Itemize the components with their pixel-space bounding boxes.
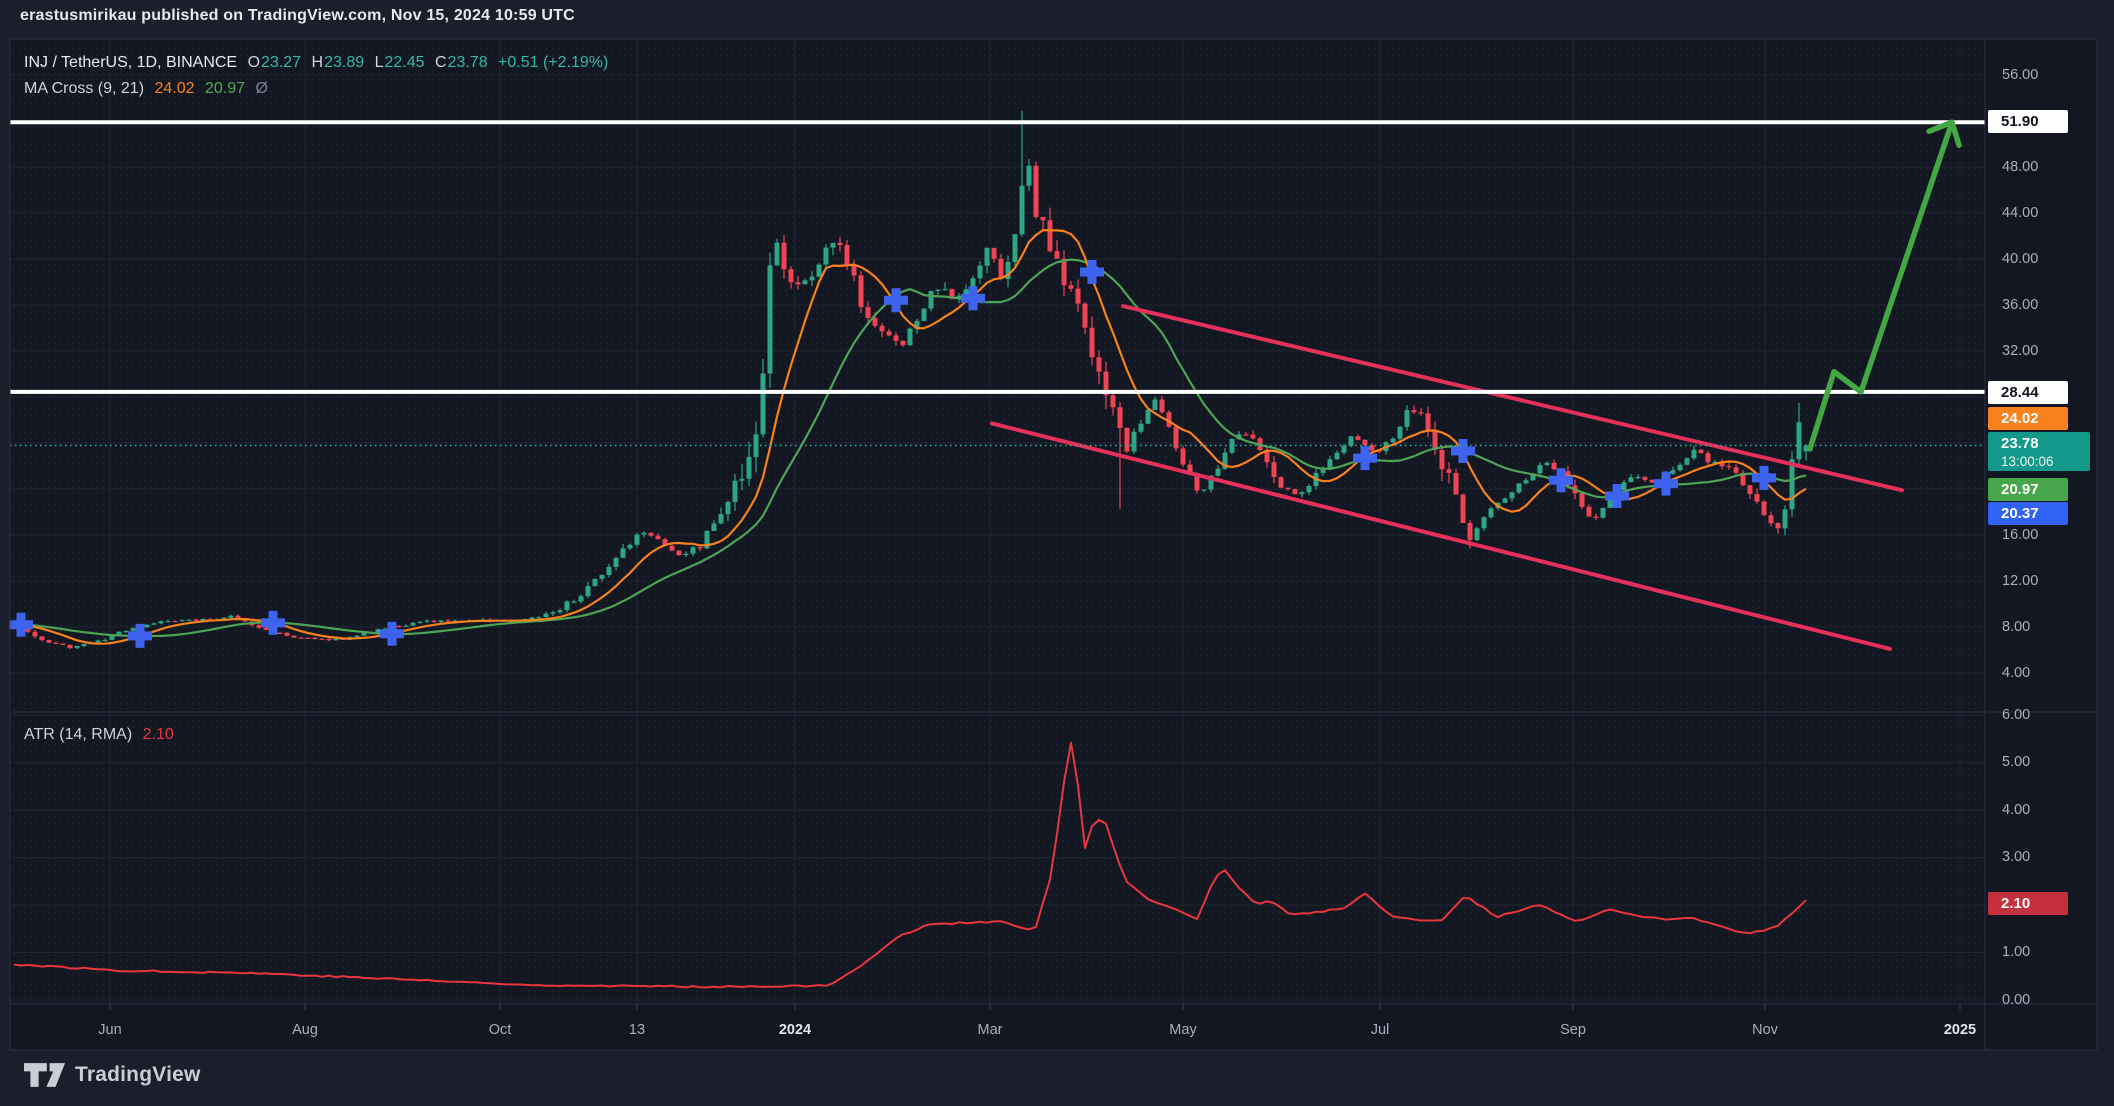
ma-fast-value: 24.02 xyxy=(154,80,195,97)
ma-cross-marker xyxy=(1654,471,1678,496)
tradingview-logo-icon xyxy=(24,1063,66,1087)
high-value: 23.89 xyxy=(324,54,365,71)
atr-tick-label: 3.00 xyxy=(2002,849,2031,865)
low-label: L xyxy=(374,54,384,71)
time-tick-label: 2024 xyxy=(778,1022,812,1038)
close-value: 23.78 xyxy=(447,54,488,71)
blue-line-value: 20.37 xyxy=(2001,504,2039,522)
atr-tick-label: 5.00 xyxy=(2002,754,2031,770)
time-tick-label: Oct xyxy=(488,1022,512,1038)
ma-cross-marker xyxy=(1080,260,1104,285)
atr-legend[interactable]: ATR (14, RMA) 2.10 xyxy=(24,726,180,744)
atr-tick-label: 0.00 xyxy=(2002,991,2031,1008)
time-tick-label: Mar xyxy=(977,1022,1003,1038)
price-badge-ma-slow: 20.97 xyxy=(1988,477,2068,501)
ma-cross-markers xyxy=(9,260,1776,648)
ma-cross-marker xyxy=(9,612,33,637)
time-tick-label: Sep xyxy=(1560,1022,1586,1038)
tradingview-brand-text: TradingView xyxy=(75,1063,201,1086)
price-tick-label: 48.00 xyxy=(2002,158,2039,175)
ma-slow-value: 20.97 xyxy=(204,80,246,97)
change-value: +0.51 (+2.19%) xyxy=(498,54,609,71)
close-label: C xyxy=(434,54,447,71)
ma-cross-marker xyxy=(884,288,908,313)
price-tick-label: 16.00 xyxy=(2002,526,2039,543)
projection-arrow[interactable] xyxy=(1807,119,1955,452)
open-label: O xyxy=(247,54,261,71)
atr-tick-label: 6.00 xyxy=(2002,706,2031,723)
ma-slow-line xyxy=(13,258,1807,638)
trend-channel-upper-line[interactable] xyxy=(1121,304,1904,493)
time-tick-label: Aug xyxy=(292,1022,318,1038)
ma-fast-line xyxy=(13,229,1807,645)
ma-cross-marker xyxy=(261,610,285,635)
low-value: 22.45 xyxy=(384,54,425,71)
time-tick-label: Nov xyxy=(1752,1022,1778,1038)
price-badge-level-upper: 51.90 xyxy=(1988,109,2068,133)
time-tick-label: May xyxy=(1169,1022,1197,1038)
grid-dots xyxy=(10,39,1985,1004)
last-price-value: 23.78 xyxy=(2001,435,2039,452)
price-tick-label: 12.00 xyxy=(2002,572,2039,589)
ma-cross-marker xyxy=(1605,483,1629,508)
price-badge-last-price: 23.78 13:00:06 xyxy=(1988,432,2090,471)
price-tick-label: 36.00 xyxy=(2002,296,2039,313)
ma-cross-marker xyxy=(380,621,404,646)
atr-label: ATR (14, RMA) xyxy=(24,726,133,743)
footer-brand[interactable]: TradingView xyxy=(24,1062,201,1088)
open-value: 23.27 xyxy=(261,54,302,71)
time-tick-label: 2025 xyxy=(1943,1022,1977,1038)
ma-cross-marker xyxy=(1451,439,1475,464)
countdown-timer: 13:00:06 xyxy=(2001,454,2054,469)
symbol-legend[interactable]: INJ / TetherUS, 1D, BINANCE O23.27 H23.8… xyxy=(24,54,614,72)
time-tick-label: Jul xyxy=(1370,1022,1390,1038)
time-tick-label: 13 xyxy=(628,1022,646,1038)
atr-value: 2.10 xyxy=(142,726,174,743)
atr-tick-label: 1.00 xyxy=(2002,944,2031,960)
publish-attribution: erastusmirikau published on TradingView.… xyxy=(20,7,575,24)
price-badge-level-lower: 28.44 xyxy=(1988,380,2068,404)
price-tick-label: 32.00 xyxy=(2002,342,2039,359)
price-badge-atr-value: 2.10 xyxy=(1988,891,2068,915)
price-tick-label: 44.00 xyxy=(2002,204,2039,221)
price-tick-label: 8.00 xyxy=(2002,618,2031,635)
price-badge-blue-line: 20.37 xyxy=(1988,501,2068,525)
ma-cross-label: MA Cross (9, 21) xyxy=(24,80,145,97)
price-tick-label: 4.00 xyxy=(2002,664,2031,681)
ma-cross-marker xyxy=(1353,446,1377,471)
atr-line xyxy=(13,741,1807,989)
ma-cross-legend[interactable]: MA Cross (9, 21) 24.02 20.97 Ø xyxy=(24,80,274,98)
price-badge-ma-fast: 24.02 xyxy=(1988,406,2068,430)
ma-cross-empty-icon: Ø xyxy=(255,80,268,97)
level-upper-value: 51.90 xyxy=(2001,112,2039,130)
ma-cross-marker xyxy=(128,623,152,648)
time-tick-label: Jun xyxy=(98,1022,122,1038)
ma-slow-value: 20.97 xyxy=(2001,480,2039,498)
projection-arrow-head xyxy=(1926,119,1962,148)
price-tick-label: 40.00 xyxy=(2002,250,2039,267)
gridlines xyxy=(10,39,1985,1004)
ma-fast-value: 24.02 xyxy=(2001,409,2039,427)
atr-tick-label: 4.00 xyxy=(2002,801,2031,818)
chart-frame-borders xyxy=(9,38,2098,1051)
trend-channel-lower-line[interactable] xyxy=(990,421,1892,651)
atr-value: 2.10 xyxy=(2001,894,2031,912)
symbol-title: INJ / TetherUS, 1D, BINANCE xyxy=(24,54,238,71)
price-tick-label: 56.00 xyxy=(2002,66,2039,83)
ma-cross-marker xyxy=(1752,465,1776,490)
high-label: H xyxy=(311,54,324,71)
level-lower-value: 28.44 xyxy=(2001,383,2039,401)
ma-cross-marker xyxy=(961,286,985,311)
ma-cross-marker xyxy=(1549,468,1573,493)
